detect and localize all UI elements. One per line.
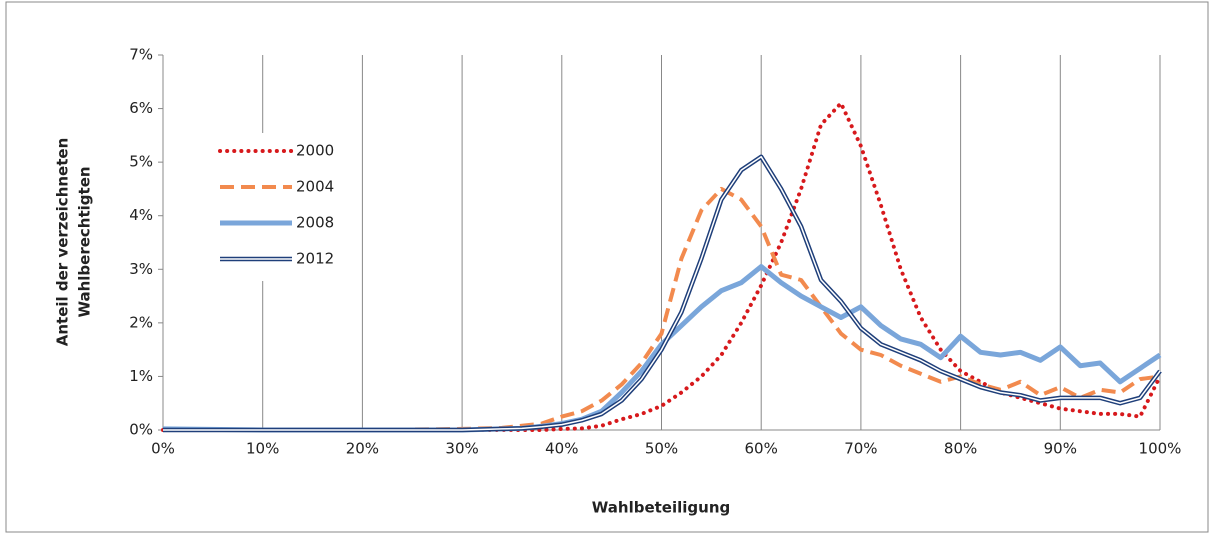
legend-label: 2012 xyxy=(296,250,334,268)
x-tick-label: 90% xyxy=(1044,440,1077,458)
legend-label: 2004 xyxy=(296,178,334,196)
y-tick-label: 5% xyxy=(129,153,153,171)
legend-label: 2008 xyxy=(296,214,334,232)
x-tick-label: 60% xyxy=(745,440,778,458)
x-tick-label: 40% xyxy=(545,440,578,458)
x-tick-label: 50% xyxy=(645,440,678,458)
x-tick-label: 0% xyxy=(151,440,175,458)
legend-background xyxy=(215,133,350,281)
y-tick-label: 0% xyxy=(129,421,153,439)
legend-label: 2000 xyxy=(296,142,334,160)
x-tick-label: 70% xyxy=(844,440,877,458)
y-tick-label: 2% xyxy=(129,313,153,331)
series-line xyxy=(161,101,1162,432)
x-axis-label: Wahlbeteiligung xyxy=(592,499,730,517)
y-axis-label: Anteil der verzeichneten Wahlberechtigte… xyxy=(54,138,94,347)
y-tick-label: 1% xyxy=(129,367,153,385)
y-tick-label: 7% xyxy=(129,46,153,64)
y-axis-label-line: Anteil der verzeichneten xyxy=(54,138,72,347)
y-axis-label-line: Wahlberechtigten xyxy=(76,166,94,317)
series-line xyxy=(163,156,1161,431)
x-tick-label: 20% xyxy=(346,440,379,458)
series-line xyxy=(163,186,1161,432)
y-tick-label: 6% xyxy=(129,99,153,117)
y-tick-label: 4% xyxy=(129,206,153,224)
x-tick-label: 100% xyxy=(1139,440,1182,458)
chart-border xyxy=(5,1,1209,533)
x-tick-label: 30% xyxy=(445,440,478,458)
x-tick-label: 10% xyxy=(246,440,279,458)
y-tick-label: 3% xyxy=(129,260,153,278)
x-tick-label: 80% xyxy=(944,440,977,458)
